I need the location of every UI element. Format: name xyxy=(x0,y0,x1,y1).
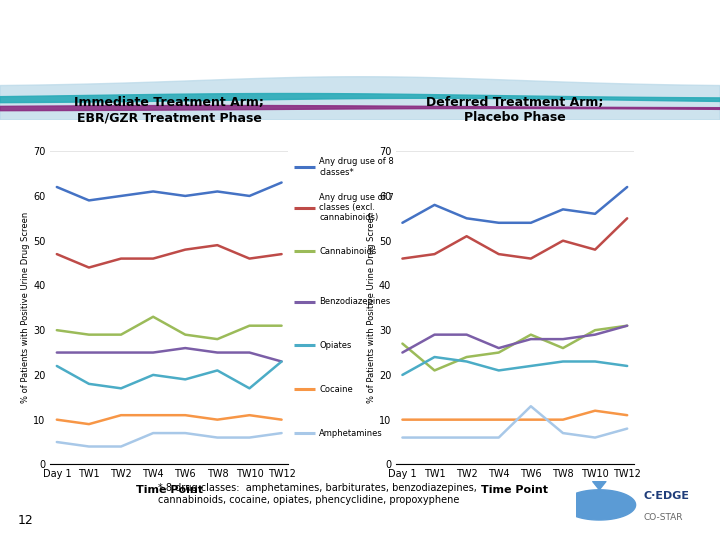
Text: * 8 drug classes:  amphetamines, barbiturates, benzodiazepines,
cannabinoids, co: * 8 drug classes: amphetamines, barbitur… xyxy=(158,483,477,505)
Text: Benzodiazepines: Benzodiazepines xyxy=(319,297,390,306)
Text: 12: 12 xyxy=(18,514,34,526)
X-axis label: Time Point: Time Point xyxy=(481,485,549,495)
Text: C·EDGE: C·EDGE xyxy=(644,491,689,501)
Text: Cocaine: Cocaine xyxy=(319,384,353,394)
Text: AASLD 2015: AASLD 2015 xyxy=(633,10,702,19)
Text: CO-STAR: CO-STAR xyxy=(644,513,683,522)
Y-axis label: % of Patients with Positive Urine Drug Screen: % of Patients with Positive Urine Drug S… xyxy=(22,212,30,403)
Polygon shape xyxy=(0,93,720,103)
Text: San Francisco: San Francisco xyxy=(625,45,702,56)
Text: URINE DRUG SCREEN RESULTS:: URINE DRUG SCREEN RESULTS: xyxy=(18,10,357,29)
Text: Cannabinoids: Cannabinoids xyxy=(319,247,377,256)
Text: Any drug use of 8
classes*: Any drug use of 8 classes* xyxy=(319,157,394,177)
Y-axis label: % of Patients with Positive Urine Drug Screen: % of Patients with Positive Urine Drug S… xyxy=(367,212,376,403)
Polygon shape xyxy=(563,490,636,520)
Text: Amphetamines: Amphetamines xyxy=(319,429,383,437)
Text: Any drug use of 7
classes (excl.
cannabinoids): Any drug use of 7 classes (excl. cannabi… xyxy=(319,193,394,222)
Text: Opiates: Opiates xyxy=(319,341,351,350)
Text: Immediate Treatment Arm;
EBR/GZR Treatment Phase: Immediate Treatment Arm; EBR/GZR Treatme… xyxy=(74,96,264,124)
X-axis label: Time Point: Time Point xyxy=(135,485,203,495)
Polygon shape xyxy=(0,105,720,111)
Text: DAY 1 TO TREATMENT WEEK 12: DAY 1 TO TREATMENT WEEK 12 xyxy=(18,58,360,77)
Polygon shape xyxy=(593,471,606,490)
Polygon shape xyxy=(0,77,720,120)
Text: Deferred Treatment Arm;
Placebo Phase: Deferred Treatment Arm; Placebo Phase xyxy=(426,96,603,124)
